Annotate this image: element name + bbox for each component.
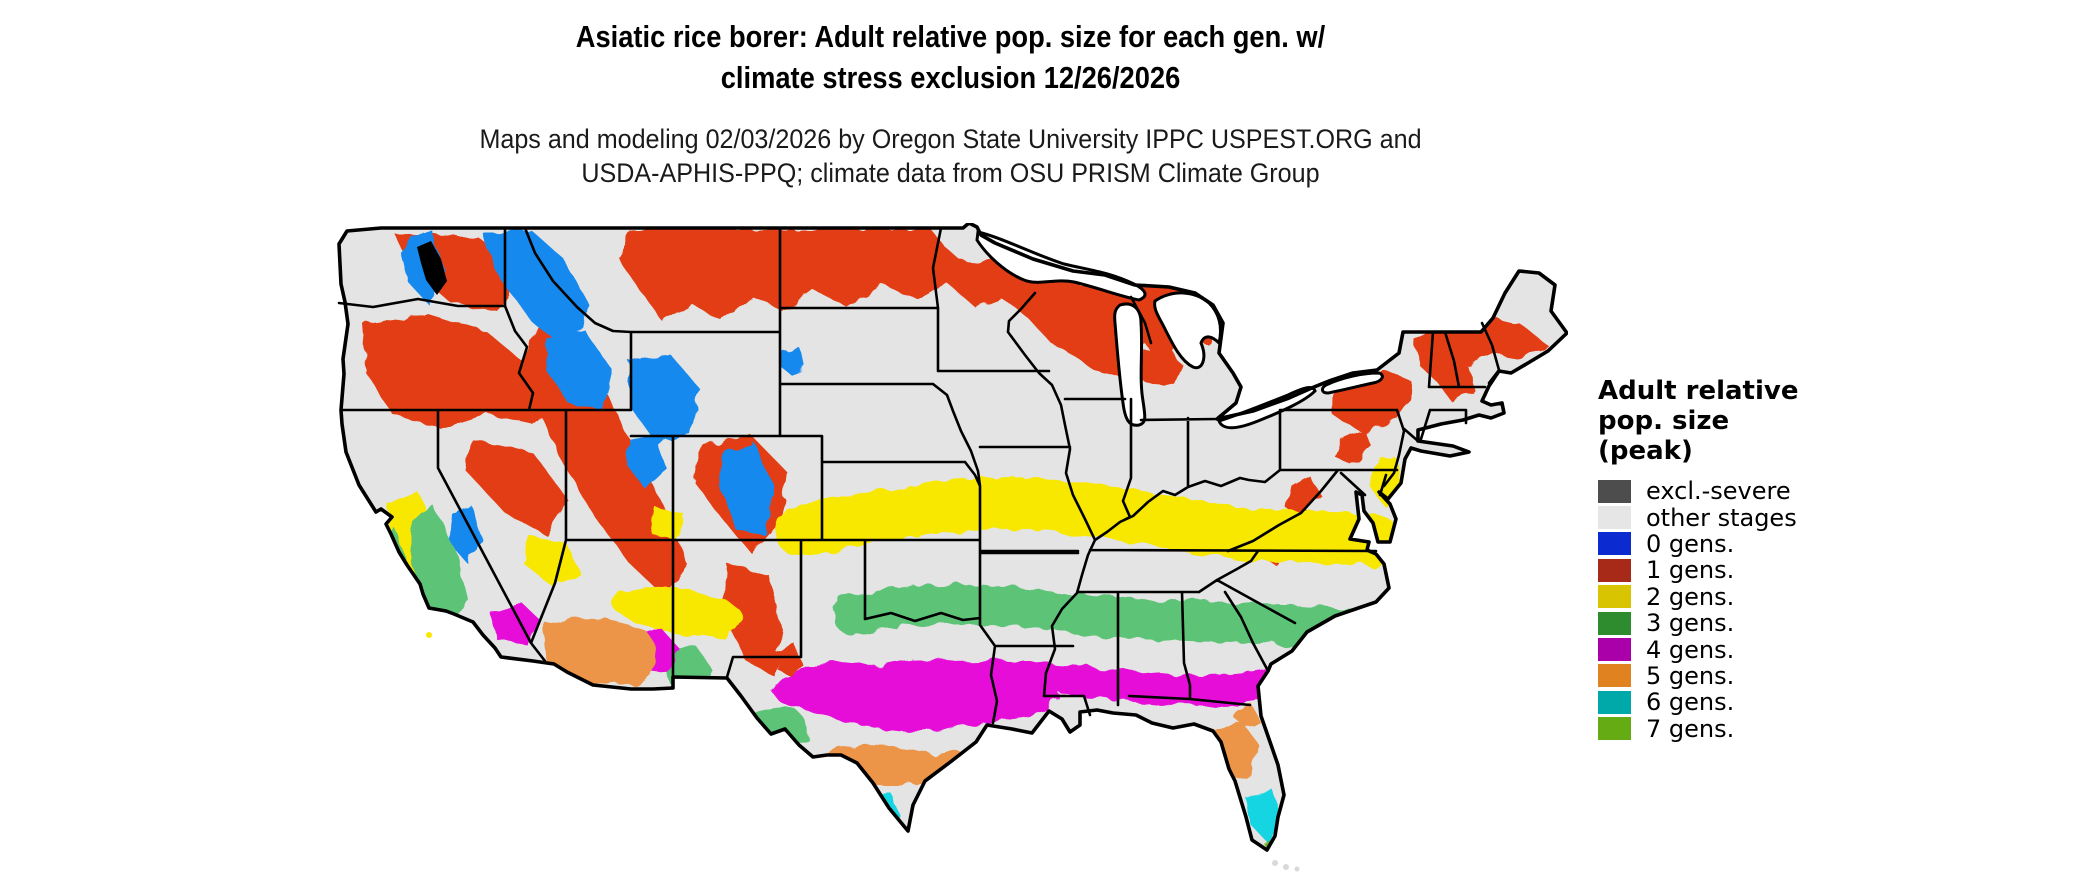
legend-swatch-5-gens [1598, 664, 1631, 688]
legend-item-5-gens: 5 gens. [1598, 663, 1898, 689]
legend-item-0-gens: 0 gens. [1598, 531, 1898, 557]
puget-sound [417, 241, 447, 295]
legend-item-1-gens: 1 gens. [1598, 557, 1898, 583]
legend-label: 1 gens. [1646, 556, 1735, 585]
legend-label: 5 gens. [1646, 661, 1735, 690]
legend-item-7-gens: 7 gens. [1598, 716, 1898, 742]
page-subtitle: Maps and modeling 02/03/2026 by Oregon S… [376, 122, 1525, 190]
legend-swatch-0-gens [1598, 532, 1631, 556]
title-line-1: Asiatic rice borer: Adult relative pop. … [575, 19, 1326, 54]
lake-michigan [1113, 302, 1147, 427]
channel-island-speck [426, 632, 432, 638]
legend-item-2-gens: 2 gens. [1598, 584, 1898, 610]
legend-label: excl.-severe [1646, 477, 1791, 506]
legend-item-6-gens: 6 gens. [1598, 689, 1898, 715]
page-title: Asiatic rice borer: Adult relative pop. … [407, 16, 1494, 98]
state-borders [337, 226, 1501, 725]
legend-item-4-gens: 4 gens. [1598, 636, 1898, 662]
legend-label: 2 gens. [1646, 582, 1735, 611]
legend-item-3-gens: 3 gens. [1598, 610, 1898, 636]
legend-label: 7 gens. [1646, 714, 1735, 743]
legend-title-line-2: pop. size [1598, 406, 1730, 436]
legend-swatch-2-gens [1598, 585, 1631, 609]
legend-title-line-3: (peak) [1598, 436, 1693, 466]
legend-label: 0 gens. [1646, 529, 1735, 558]
legend-label: 6 gens. [1646, 688, 1735, 717]
us-map-svg [337, 221, 1569, 872]
legend-item-excl-severe: excl.-severe [1598, 478, 1898, 504]
legend-label: other stages [1646, 503, 1797, 532]
legend-title-line-1: Adult relative [1598, 376, 1799, 406]
lake-ontario [1321, 371, 1384, 395]
legend-swatch-6-gens [1598, 690, 1631, 714]
legend-swatch-7-gens [1598, 717, 1631, 741]
subtitle-line-1: Maps and modeling 02/03/2026 by Oregon S… [479, 124, 1422, 154]
legend-title: Adult relative pop. size (peak) [1598, 376, 1898, 466]
legend: Adult relative pop. size (peak) excl.-se… [1598, 376, 1898, 742]
legend-label: 3 gens. [1646, 609, 1735, 638]
legend-swatch-excl-severe [1598, 479, 1631, 503]
subtitle-line-2: USDA-APHIS-PPQ; climate data from OSU PR… [581, 158, 1320, 188]
legend-swatch-other-stages [1598, 506, 1631, 530]
overlay-0gen-blue [402, 229, 806, 564]
us-map [333, 221, 1569, 875]
legend-swatch-1-gens [1598, 558, 1631, 582]
title-line-2: climate stress exclusion 12/26/2026 [720, 60, 1181, 95]
overlay-6gen-cyan [873, 789, 1282, 842]
legend-swatch-3-gens [1598, 611, 1631, 635]
legend-item-other-stages: other stages [1598, 504, 1898, 530]
florida-keys [1272, 860, 1300, 872]
legend-swatch-4-gens [1598, 638, 1631, 662]
legend-label: 4 gens. [1646, 635, 1735, 664]
map-raster-overlays [363, 228, 1547, 850]
